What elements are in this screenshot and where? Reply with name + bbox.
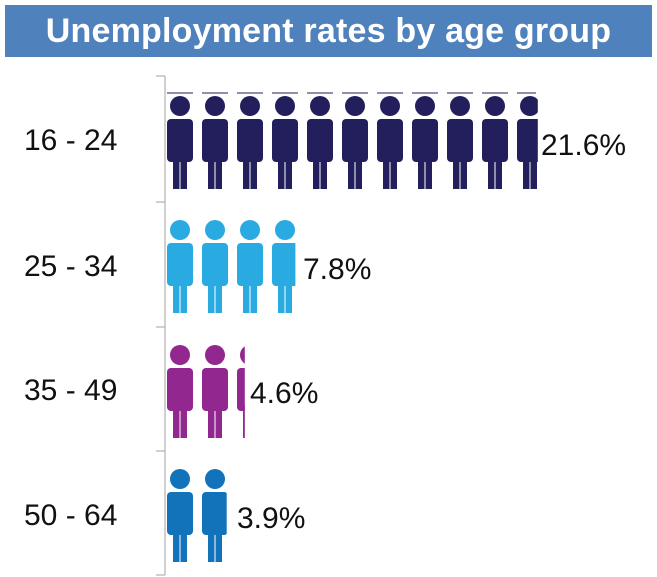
person-icon bbox=[482, 96, 508, 189]
person-icon bbox=[202, 220, 228, 313]
value-label: 21.6% bbox=[541, 129, 626, 162]
person-icon bbox=[377, 96, 403, 189]
person-icon bbox=[237, 220, 263, 313]
person-icon bbox=[447, 96, 473, 189]
person-icon bbox=[272, 220, 296, 313]
person-icon bbox=[202, 469, 227, 562]
category-label: 25 - 34 bbox=[24, 250, 117, 283]
person-icon bbox=[237, 96, 263, 189]
person-icon bbox=[342, 96, 368, 189]
pictograph-bar bbox=[167, 345, 245, 438]
value-label: 7.8% bbox=[303, 253, 371, 286]
person-icon bbox=[237, 346, 245, 438]
person-icon bbox=[167, 96, 193, 189]
value-label: 3.9% bbox=[237, 502, 305, 535]
category-label: 16 - 24 bbox=[24, 124, 117, 157]
chart-title: Unemployment rates by age group bbox=[45, 11, 612, 50]
person-icon bbox=[167, 469, 193, 562]
pictograph-bar bbox=[167, 220, 296, 313]
pictograph-bar bbox=[167, 469, 227, 562]
pictograph-bar bbox=[167, 96, 538, 189]
person-icon bbox=[167, 220, 193, 313]
person-icon bbox=[307, 96, 333, 189]
category-label: 50 - 64 bbox=[24, 499, 117, 532]
person-icon bbox=[272, 96, 298, 189]
person-icon bbox=[412, 96, 438, 189]
person-icon bbox=[202, 345, 228, 438]
person-icon bbox=[517, 96, 538, 189]
category-label: 35 - 49 bbox=[24, 374, 117, 407]
person-icon bbox=[202, 96, 228, 189]
person-icon bbox=[167, 345, 193, 438]
chart-title-bar: Unemployment rates by age group bbox=[5, 5, 652, 57]
value-label: 4.6% bbox=[250, 377, 318, 410]
